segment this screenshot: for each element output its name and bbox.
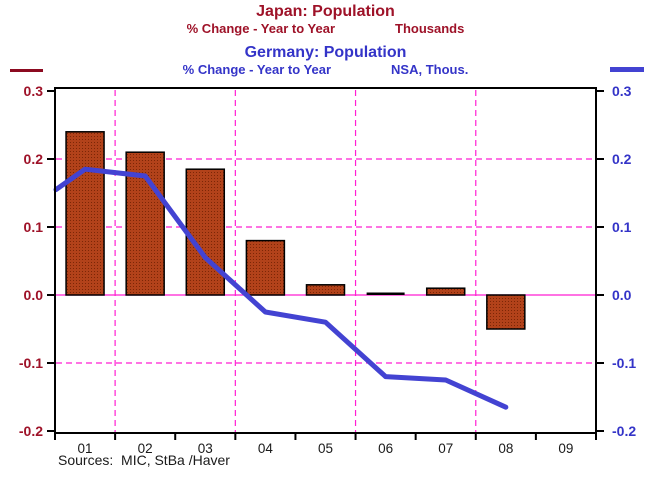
- right-axis-tick-label: 0.3: [612, 83, 632, 99]
- x-axis-year-label: 02: [138, 441, 153, 456]
- japan-bar: [65, 131, 105, 296]
- x-axis-year-label: 03: [198, 441, 213, 456]
- left-axis-tick-label: 0.0: [24, 287, 44, 303]
- japan-title: Japan: Population: [256, 3, 395, 20]
- japan-series-legend-line: [10, 69, 43, 72]
- right-axis-tick-label: 0.0: [612, 287, 632, 303]
- germany-right-axis-units: NSA, Thous.: [391, 62, 469, 77]
- germany-left-axis-units: % Change - Year to Year: [182, 62, 332, 77]
- japan-right-axis-units: Thousands: [395, 21, 465, 36]
- left-axis-tick-label: -0.2: [19, 423, 43, 439]
- japan-bar-zero: [366, 292, 405, 295]
- japan-bar: [305, 284, 346, 296]
- germany-series-legend-line: [610, 67, 644, 72]
- left-axis-tick-label: -0.1: [19, 355, 43, 371]
- japan-bar: [486, 294, 526, 330]
- japan-subtitle: % Change - Year to Year Thousands: [55, 21, 596, 36]
- x-axis-year-label: 06: [378, 441, 393, 456]
- japan-bar: [245, 239, 286, 296]
- right-axis-tick-label: -0.1: [612, 355, 636, 371]
- x-axis-year-label: 04: [258, 441, 274, 456]
- left-axis-tick-label: 0.1: [24, 219, 44, 235]
- japan-bar: [185, 168, 226, 296]
- right-axis-tick-label: 0.1: [612, 219, 632, 235]
- x-axis-year-label: 07: [438, 441, 453, 456]
- japan-left-axis-units: % Change - Year to Year: [186, 21, 336, 36]
- japan-bar: [425, 287, 466, 296]
- x-axis-year-label: 09: [558, 441, 573, 456]
- left-axis-tick-label: 0.2: [24, 151, 44, 167]
- left-axis-tick-label: 0.3: [24, 83, 44, 99]
- x-axis-year-label: 08: [498, 441, 513, 456]
- x-axis-year-label: 05: [318, 441, 333, 456]
- germany-title: Germany: Population: [244, 44, 407, 61]
- plot-frame: [54, 87, 597, 434]
- germany-subtitle: % Change - Year to Year NSA, Thous.: [55, 62, 596, 77]
- source-note: Sources: MIC, StBa /Haver: [58, 452, 230, 468]
- right-axis-tick-label: -0.2: [612, 423, 636, 439]
- germany-line: [53, 166, 509, 410]
- x-axis-year-label: 01: [78, 441, 93, 456]
- right-axis-tick-label: 0.2: [612, 151, 632, 167]
